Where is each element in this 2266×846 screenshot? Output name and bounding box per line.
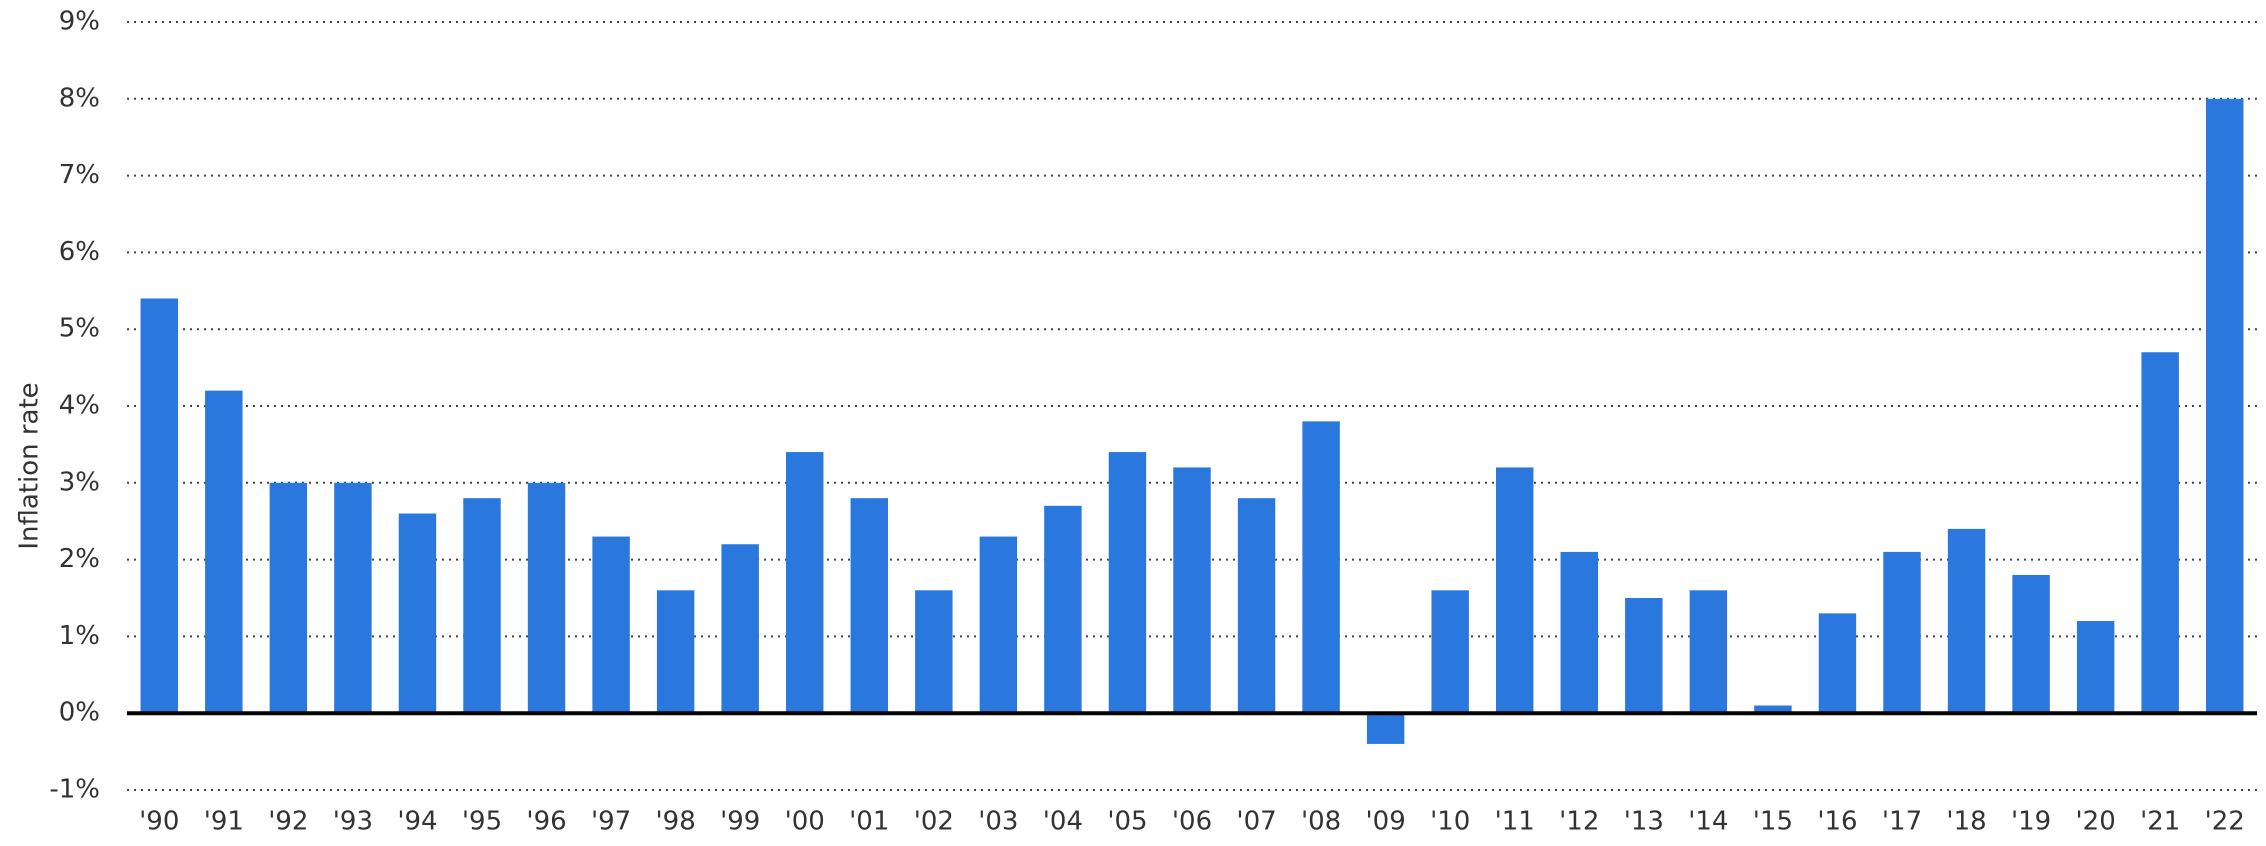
x-tick-label: '93 [333, 807, 373, 837]
bar [2012, 574, 2050, 714]
bar [205, 390, 243, 714]
bar [2141, 352, 2179, 714]
x-tick-label: '21 [2140, 807, 2180, 837]
bar [1883, 551, 1921, 714]
x-tick-label: '14 [1688, 807, 1728, 837]
bar [1237, 498, 1276, 714]
y-tick-label: 0% [59, 698, 100, 728]
bar [915, 590, 953, 714]
bar [398, 513, 437, 714]
x-tick-label: '08 [1301, 807, 1341, 837]
x-tick-label: '15 [1753, 807, 1793, 837]
bar [140, 298, 178, 714]
bar [1173, 467, 1211, 714]
bar [1108, 452, 1147, 714]
y-tick-label: 4% [59, 391, 100, 421]
x-tick-label: '95 [462, 807, 502, 837]
x-tick-label: '92 [268, 807, 308, 837]
bar [1818, 613, 1857, 714]
x-tick-label: '91 [204, 807, 244, 837]
y-tick-label: -1% [49, 775, 100, 805]
x-tick-label: '09 [1366, 807, 1406, 837]
bar [463, 498, 501, 714]
bar [1366, 713, 1405, 744]
y-tick-label: 2% [59, 544, 100, 574]
x-tick-label: '94 [397, 807, 437, 837]
x-tick-label: '17 [1882, 807, 1922, 837]
x-tick-label: '98 [656, 807, 696, 837]
x-tick-label: '04 [1043, 807, 1083, 837]
y-axis-title: Inflation rate [15, 382, 45, 549]
y-tick-label: 8% [59, 83, 100, 113]
x-tick-label: '03 [978, 807, 1018, 837]
x-tick-label: '00 [785, 807, 825, 837]
bar [1689, 590, 1728, 714]
x-tick-label: '06 [1172, 807, 1212, 837]
y-tick-label: 6% [59, 237, 100, 267]
bar [656, 590, 695, 714]
y-tick-label: 5% [59, 314, 100, 344]
x-tick-label: '97 [591, 807, 631, 837]
bar [1496, 467, 1534, 714]
y-tick-label: 7% [59, 160, 100, 190]
bar [786, 452, 824, 714]
bar [1947, 528, 1986, 714]
bar [334, 482, 372, 714]
bar [592, 536, 630, 714]
bar [2206, 98, 2244, 714]
bar [1625, 598, 1663, 714]
y-tick-label: 1% [59, 621, 100, 651]
x-tick-label: '22 [2205, 807, 2245, 837]
bar [1302, 421, 1340, 714]
x-tick-label: '16 [1817, 807, 1857, 837]
bar [1431, 590, 1469, 714]
bar [527, 482, 566, 714]
bar [1044, 505, 1082, 714]
x-tick-label: '99 [720, 807, 760, 837]
x-tick-label: '02 [914, 807, 954, 837]
x-tick-label: '13 [1624, 807, 1664, 837]
y-tick-label: 3% [59, 467, 100, 497]
bar [1560, 551, 1598, 714]
bar [2076, 621, 2115, 714]
x-tick-label: '10 [1430, 807, 1470, 837]
x-tick-label: '12 [1559, 807, 1599, 837]
x-tick-label: '96 [526, 807, 566, 837]
bar [850, 498, 888, 714]
bar [979, 536, 1018, 714]
bar [721, 544, 759, 714]
y-tick-label: 9% [59, 7, 100, 37]
x-tick-label: '11 [1495, 807, 1535, 837]
bar [1754, 705, 1792, 714]
x-tick-label: '90 [139, 807, 179, 837]
x-tick-label: '01 [849, 807, 889, 837]
x-tick-label: '05 [1107, 807, 1147, 837]
x-tick-label: '18 [1946, 807, 1986, 837]
x-tick-label: '20 [2076, 807, 2116, 837]
x-tick-label: '19 [2011, 807, 2051, 837]
x-tick-label: '07 [1236, 807, 1276, 837]
bar [269, 482, 308, 714]
